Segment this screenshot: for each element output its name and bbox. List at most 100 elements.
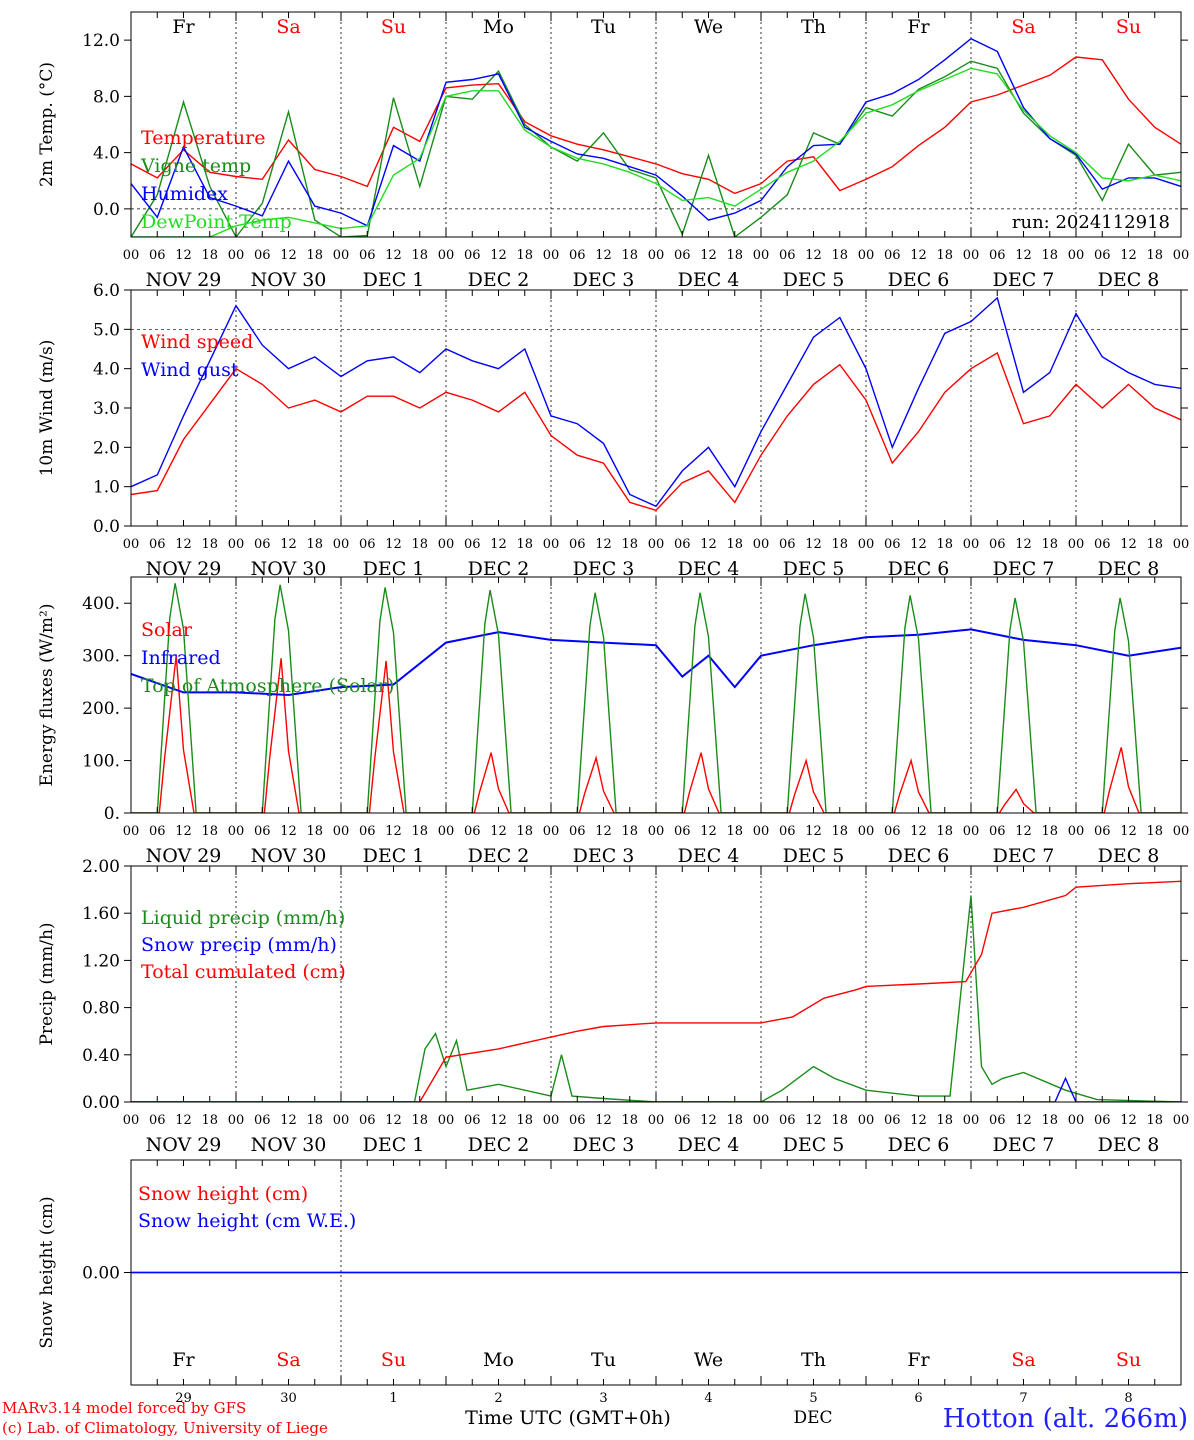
hour-tick-label: 12	[280, 537, 297, 552]
legend-entry: Total cumulated (cm)	[141, 961, 346, 983]
hour-tick-label: 00	[228, 248, 245, 263]
hour-tick-label: 18	[936, 1113, 953, 1128]
text-layer: 0.04.08.012.02m Temp. (°C)00 06 12 18 00 06 12…	[37, 16, 1189, 1406]
hour-tick-label: 12	[1120, 537, 1137, 552]
date-label: NOV 30	[251, 558, 327, 580]
hour-tick-label: 00	[123, 1113, 140, 1128]
weekday-label-bottom: Mo	[483, 1349, 514, 1371]
hour-tick-label: 12	[1015, 1113, 1032, 1128]
hour-tick-label: 06	[569, 824, 586, 839]
hour-tick-label: 18	[936, 248, 953, 263]
hour-tick-label: 06	[359, 248, 376, 263]
hour-tick-label: 18	[201, 1113, 218, 1128]
y-tick-label: 4.0	[93, 144, 120, 164]
hour-tick-label: 00	[1068, 537, 1085, 552]
series-dewpoint-temp	[131, 67, 1181, 237]
legend-entry: Wind speed	[141, 331, 253, 353]
y-tick-label: 1.20	[82, 951, 120, 971]
date-label: DEC 6	[888, 1134, 950, 1156]
weekday-label-top: Th	[801, 16, 826, 38]
hour-tick-label: 00	[648, 248, 665, 263]
hour-tick-label: 00	[123, 248, 140, 263]
hour-tick-label: 12	[910, 1113, 927, 1128]
date-label: DEC 3	[573, 558, 635, 580]
hour-tick-label: 12	[385, 1113, 402, 1128]
hour-tick-label: 18	[516, 248, 533, 263]
weekday-label-top: Su	[381, 16, 406, 38]
hour-tick-label: 00	[543, 1113, 560, 1128]
hour-tick-label: 06	[569, 537, 586, 552]
hour-tick-label: 12	[385, 824, 402, 839]
date-label: NOV 29	[146, 558, 222, 580]
hour-tick-label: 12	[1120, 1113, 1137, 1128]
y-tick-label: 0.80	[82, 999, 120, 1019]
hour-tick-label: 06	[359, 824, 376, 839]
series-temperature	[131, 56, 1181, 195]
weekday-label-bottom: Fr	[907, 1349, 930, 1371]
legend-entry: Snow height (cm)	[138, 1183, 308, 1205]
hour-tick-label: 06	[884, 824, 901, 839]
hour-tick-label: 12	[910, 824, 927, 839]
date-label: DEC 3	[573, 1134, 635, 1156]
hour-tick-label: 18	[306, 248, 323, 263]
legend-entry: Wind gust	[141, 359, 239, 381]
hour-tick-label: 06	[254, 537, 271, 552]
y-tick-label: 400.	[82, 594, 120, 614]
series-wind-gust	[131, 296, 1181, 508]
date-label: DEC 2	[468, 1134, 530, 1156]
y-tick-label: 0.0	[93, 200, 120, 220]
hour-tick-label: 06	[1094, 824, 1111, 839]
hour-tick-label: 12	[805, 824, 822, 839]
hour-tick-label: 00	[753, 824, 770, 839]
hour-tick-label: 18	[411, 1113, 428, 1128]
station-label: Hotton (alt. 266m)	[943, 1404, 1188, 1434]
hour-tick-label: 06	[464, 1113, 481, 1128]
legend-entry: Snow precip (mm/h)	[141, 934, 337, 956]
date-label: DEC 8	[1098, 558, 1160, 580]
hour-tick-label: 18	[726, 824, 743, 839]
hour-tick-label: 12	[805, 248, 822, 263]
date-label: DEC 6	[888, 845, 950, 867]
hour-tick-label: 00	[648, 1113, 665, 1128]
hour-tick-label: 18	[831, 248, 848, 263]
hour-tick-label: 18	[1146, 1113, 1163, 1128]
hour-tick-label: 18	[516, 824, 533, 839]
hour-tick-label: 06	[674, 1113, 691, 1128]
hour-tick-label: 00	[1173, 824, 1190, 839]
hour-tick-label: 12	[175, 1113, 192, 1128]
day-number-label: 30	[280, 1391, 297, 1406]
hour-tick-label: 18	[831, 537, 848, 552]
y-tick-label: 200.	[82, 699, 120, 719]
y-tick-label: 0.40	[82, 1046, 120, 1066]
hour-tick-label: 18	[621, 248, 638, 263]
grid-layer	[131, 12, 1181, 1385]
hour-tick-label: 12	[385, 537, 402, 552]
series-top-of-atmosphere-solar-	[131, 583, 1181, 813]
y-axis-label: 10m Wind (m/s)	[37, 340, 57, 477]
hour-tick-label: 06	[149, 1113, 166, 1128]
y-tick-label: 2.00	[82, 857, 120, 877]
hour-tick-label: 18	[201, 824, 218, 839]
date-label: DEC 3	[573, 845, 635, 867]
y-tick-label: 12.0	[82, 31, 120, 51]
y-tick-label: 0.00	[82, 1093, 120, 1113]
hour-tick-label: 12	[1015, 537, 1032, 552]
hour-tick-label: 06	[254, 248, 271, 263]
hour-tick-label: 00	[333, 1113, 350, 1128]
series-vigne-temp	[131, 60, 1181, 237]
series-infrared	[131, 628, 1181, 697]
month-label: DEC	[793, 1408, 832, 1428]
hour-tick-label: 06	[464, 824, 481, 839]
hour-tick-label: 12	[490, 537, 507, 552]
hour-tick-label: 06	[1094, 248, 1111, 263]
hour-tick-label: 06	[989, 248, 1006, 263]
hour-tick-label: 00	[333, 537, 350, 552]
hour-tick-label: 18	[936, 537, 953, 552]
hour-tick-label: 12	[595, 1113, 612, 1128]
hour-tick-label: 06	[779, 824, 796, 839]
hour-tick-label: 00	[963, 1113, 980, 1128]
date-label: NOV 29	[146, 269, 222, 291]
legend-entry: Vigne temp	[140, 155, 251, 177]
time-axis-title: Time UTC (GMT+0h)	[465, 1407, 671, 1429]
hour-tick-label: 12	[280, 248, 297, 263]
